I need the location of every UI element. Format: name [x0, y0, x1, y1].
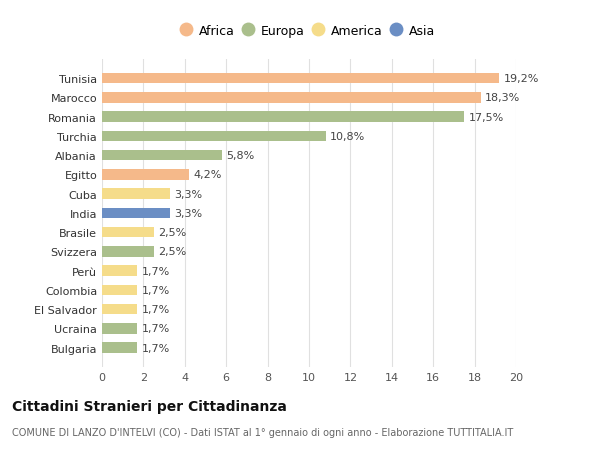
Text: 2,5%: 2,5% — [158, 228, 186, 238]
Text: 4,2%: 4,2% — [193, 170, 221, 180]
Bar — [102, 93, 481, 103]
Bar — [102, 131, 326, 142]
Bar — [102, 227, 154, 238]
Text: 18,3%: 18,3% — [485, 93, 520, 103]
Text: 10,8%: 10,8% — [330, 132, 365, 141]
Text: 1,7%: 1,7% — [142, 324, 170, 334]
Bar — [102, 170, 189, 180]
Legend: Africa, Europa, America, Asia: Africa, Europa, America, Asia — [180, 23, 438, 41]
Bar — [102, 112, 464, 123]
Bar — [102, 304, 137, 315]
Text: 1,7%: 1,7% — [142, 343, 170, 353]
Bar — [102, 266, 137, 276]
Text: 19,2%: 19,2% — [503, 74, 539, 84]
Text: 5,8%: 5,8% — [226, 151, 254, 161]
Bar — [102, 189, 170, 200]
Bar — [102, 151, 222, 161]
Text: 3,3%: 3,3% — [175, 189, 203, 199]
Bar — [102, 246, 154, 257]
Bar — [102, 208, 170, 219]
Text: 1,7%: 1,7% — [142, 285, 170, 295]
Text: COMUNE DI LANZO D'INTELVI (CO) - Dati ISTAT al 1° gennaio di ogni anno - Elabora: COMUNE DI LANZO D'INTELVI (CO) - Dati IS… — [12, 427, 513, 437]
Bar — [102, 324, 137, 334]
Text: 1,7%: 1,7% — [142, 266, 170, 276]
Bar — [102, 285, 137, 296]
Text: 3,3%: 3,3% — [175, 208, 203, 218]
Text: 1,7%: 1,7% — [142, 304, 170, 314]
Text: 17,5%: 17,5% — [469, 112, 503, 123]
Bar — [102, 73, 499, 84]
Bar — [102, 343, 137, 353]
Text: Cittadini Stranieri per Cittadinanza: Cittadini Stranieri per Cittadinanza — [12, 399, 287, 413]
Text: 2,5%: 2,5% — [158, 247, 186, 257]
